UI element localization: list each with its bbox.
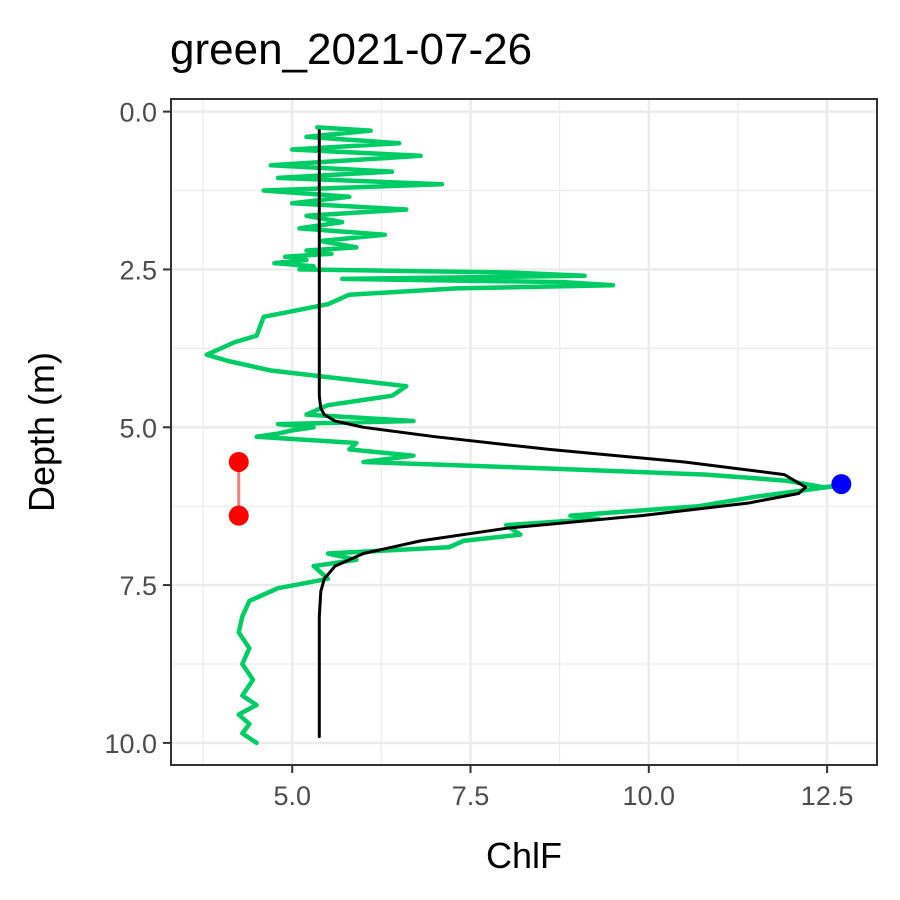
panel-border [170, 98, 878, 766]
x-axis: 5.0 7.5 10.0 12.5 [273, 765, 853, 811]
x-tick-label: 10.0 [623, 781, 676, 811]
x-axis-title: ChlF [486, 835, 562, 876]
y-axis: 0.0 2.5 5.0 7.5 10.0 [104, 98, 171, 759]
fitted-curve-line [317, 129, 808, 739]
y-tick-label: 5.0 [119, 413, 157, 443]
chart-title: green_2021-07-26 [170, 25, 532, 74]
data-layer [204, 125, 852, 746]
layer-point [228, 451, 249, 472]
x-tick-label: 7.5 [452, 781, 490, 811]
layer-point [228, 505, 249, 526]
observed-chlf-line [204, 125, 844, 746]
y-tick-label: 0.0 [119, 98, 157, 128]
peak-point [831, 474, 852, 495]
grid-major [171, 99, 877, 765]
x-tick-label: 5.0 [273, 781, 311, 811]
y-axis-title: Depth (m) [21, 352, 62, 512]
y-tick-label: 2.5 [119, 255, 157, 285]
y-tick-label: 7.5 [119, 571, 157, 601]
x-tick-label: 12.5 [801, 781, 854, 811]
y-tick-label: 10.0 [104, 729, 157, 759]
